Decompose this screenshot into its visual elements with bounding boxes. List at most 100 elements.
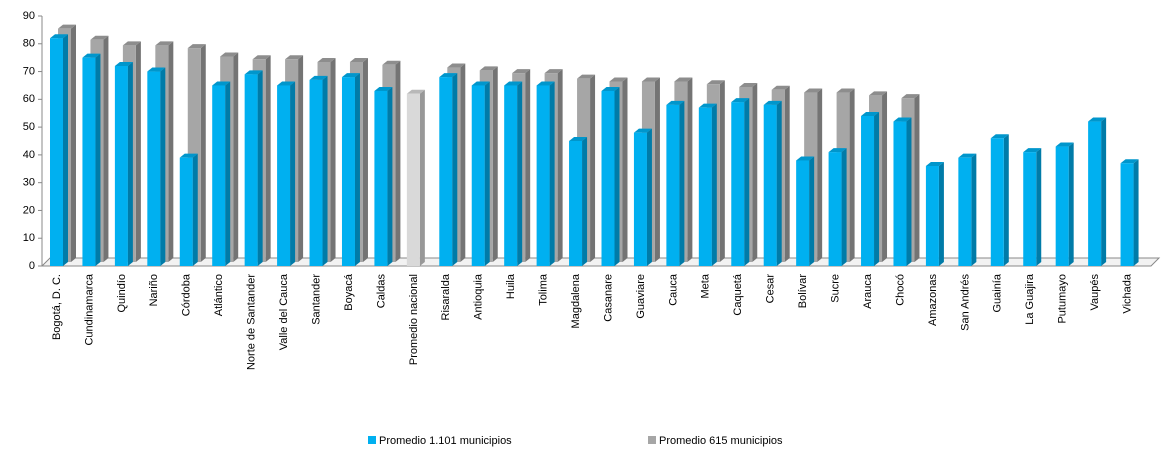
- bar: [1120, 159, 1139, 266]
- bar-side: [590, 74, 596, 263]
- bar-side: [419, 89, 425, 267]
- bar-side: [225, 81, 231, 266]
- bar-top: [536, 81, 555, 86]
- x-tick-label: Antioquia: [473, 273, 485, 320]
- bar-front: [925, 166, 939, 266]
- x-tick-label: Boyacá: [343, 273, 355, 311]
- bar-side: [395, 60, 401, 263]
- bar-side: [914, 94, 920, 262]
- bar-side: [200, 44, 206, 262]
- bar-side: [711, 103, 717, 267]
- bar: [374, 87, 393, 266]
- bar-side: [160, 67, 166, 266]
- x-tick-label: Caquetá: [732, 273, 744, 315]
- y-tick-label: 30: [23, 177, 35, 189]
- bar-front: [504, 85, 518, 266]
- bar-side: [776, 100, 782, 266]
- x-tick-label: Vichada: [1121, 273, 1133, 313]
- bar: [1088, 117, 1107, 266]
- x-tick-label: Chocó: [894, 274, 906, 306]
- bar: [893, 117, 912, 266]
- bar: [50, 34, 68, 266]
- bar: [925, 162, 944, 266]
- bar-side: [460, 63, 466, 262]
- x-tick-label: Amazonas: [927, 274, 939, 326]
- x-tick-label: Córdoba: [181, 273, 193, 316]
- bar: [601, 87, 620, 266]
- bar-top: [349, 58, 368, 62]
- bar-side: [841, 148, 847, 266]
- bar-top: [828, 148, 847, 153]
- bar-front: [341, 77, 355, 266]
- bar-side: [322, 75, 328, 266]
- bar-front: [1088, 121, 1102, 266]
- bar-side: [938, 162, 944, 266]
- bar: [536, 81, 555, 266]
- bar-front: [601, 91, 615, 266]
- bar-top: [212, 81, 231, 86]
- bar-top: [244, 70, 263, 75]
- bar-top: [252, 55, 271, 60]
- bar-side: [1003, 134, 1009, 266]
- y-tick-label: 10: [23, 232, 35, 244]
- x-tick-label: Vaupés: [1089, 274, 1101, 311]
- bar-side: [354, 73, 360, 266]
- x-tick-label: Risaralda: [440, 273, 452, 320]
- x-tick-label: Quindío: [116, 274, 128, 313]
- bar-top: [609, 77, 628, 82]
- y-tick-label: 20: [23, 204, 35, 216]
- bar-top: [893, 117, 912, 122]
- bar: [1055, 142, 1074, 266]
- bar-front: [536, 85, 550, 266]
- bar-top: [577, 74, 596, 79]
- x-tick-label: Santander: [310, 274, 322, 325]
- bar-top: [285, 55, 304, 60]
- x-tick-label: Magdalena: [570, 273, 582, 328]
- bar-front: [1120, 163, 1134, 266]
- bar: [666, 100, 685, 266]
- x-tick-label: Sucre: [829, 274, 841, 303]
- x-tick-label: Guainía: [992, 273, 1004, 312]
- bar-front: [569, 141, 583, 266]
- bar-front: [731, 102, 745, 266]
- bar-top: [179, 153, 198, 158]
- bar-front: [666, 104, 680, 266]
- bar-side: [1036, 148, 1042, 266]
- bar-top: [277, 81, 296, 86]
- bar-top: [479, 66, 498, 71]
- bar-side: [192, 153, 198, 266]
- bar-top: [698, 103, 717, 108]
- x-tick-label: Caldas: [375, 274, 387, 309]
- bar-side: [849, 88, 855, 262]
- bar-top: [382, 60, 401, 65]
- x-tick-label: Nariño: [148, 274, 160, 306]
- bar-side: [63, 34, 68, 266]
- bar-top: [674, 77, 693, 82]
- bar-side: [257, 70, 263, 266]
- bar: [82, 53, 101, 266]
- bar-top: [341, 73, 360, 78]
- bar-top: [925, 162, 944, 166]
- bar-side: [71, 24, 76, 262]
- bar-side: [557, 69, 563, 262]
- bar-top: [1088, 117, 1107, 122]
- bar-front: [244, 74, 258, 266]
- bar-top: [447, 63, 466, 68]
- bar-front: [1023, 152, 1037, 266]
- bar-top: [796, 156, 815, 161]
- bar-side: [452, 73, 458, 266]
- bar-side: [752, 83, 758, 262]
- bar: [504, 81, 523, 266]
- bar-top: [641, 77, 660, 82]
- bar-top: [836, 88, 855, 93]
- bar-side: [492, 66, 498, 262]
- x-tick-label: Cundinamarca: [83, 273, 95, 345]
- bar: [439, 73, 458, 266]
- bar-front: [114, 66, 128, 266]
- bar-top: [633, 128, 652, 133]
- bar-side: [233, 52, 239, 262]
- bar: [569, 137, 588, 266]
- x-tick-label: Atlántico: [213, 274, 225, 316]
- bar-side: [168, 41, 174, 263]
- bar-top: [706, 80, 725, 85]
